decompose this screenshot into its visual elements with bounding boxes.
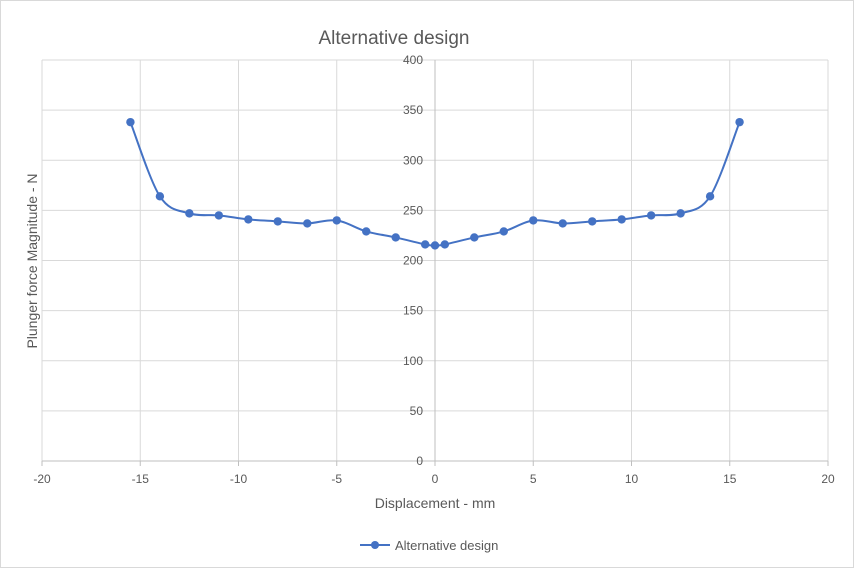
data-point	[420, 240, 430, 249]
series-layer	[126, 117, 744, 250]
data-point	[735, 117, 744, 127]
data-point	[362, 227, 371, 236]
legend-label: Alternative design	[395, 538, 498, 553]
x-tick-label: 15	[723, 472, 737, 486]
y-tick-label: 100	[403, 354, 423, 368]
data-point	[430, 241, 440, 250]
data-point	[646, 211, 656, 220]
data-point	[499, 227, 508, 236]
x-tick-label: 10	[625, 472, 639, 486]
data-point	[588, 217, 597, 226]
y-tick-labels: 0 50 100 150 200 250 300 350 400	[403, 53, 423, 468]
x-tick-label: -15	[132, 472, 150, 486]
data-point	[676, 209, 685, 218]
data-point	[244, 215, 253, 224]
data-point	[529, 216, 538, 225]
chart-title: Alternative design	[318, 28, 469, 49]
y-axis-label: Plunger force Magnitude - N	[24, 173, 40, 348]
data-point	[185, 209, 194, 218]
data-point	[332, 216, 341, 225]
legend-marker	[371, 541, 379, 549]
x-tick-label: -5	[331, 472, 342, 486]
y-tick-label: 0	[416, 454, 423, 468]
y-tick-label: 300	[403, 153, 423, 167]
x-tick-label: 20	[821, 472, 835, 486]
data-point	[273, 217, 282, 226]
x-tick-label: -10	[230, 472, 248, 486]
x-axis-label: Displacement - mm	[375, 495, 496, 511]
data-point	[470, 233, 479, 242]
data-point	[705, 192, 715, 201]
data-point	[303, 219, 312, 228]
y-tick-label: 250	[403, 203, 423, 217]
y-tick-label: 350	[403, 103, 423, 117]
data-point	[558, 219, 567, 228]
data-point	[391, 233, 400, 242]
y-tick-label: 400	[403, 53, 423, 67]
data-point	[440, 240, 450, 249]
x-tick-labels: -20 -15 -10 -5 0 5 10 15 20	[33, 472, 835, 486]
y-tick-label: 50	[410, 404, 424, 418]
gridlines	[41, 59, 829, 466]
y-tick-label: 200	[403, 254, 423, 268]
data-point	[155, 192, 165, 201]
data-point	[617, 215, 626, 224]
data-point	[126, 117, 135, 127]
x-tick-label: 0	[432, 472, 439, 486]
data-point	[214, 211, 224, 220]
x-tick-label: -20	[33, 472, 51, 486]
y-tick-label: 150	[403, 304, 423, 318]
legend: Alternative design	[360, 538, 498, 553]
x-tick-label: 5	[530, 472, 537, 486]
